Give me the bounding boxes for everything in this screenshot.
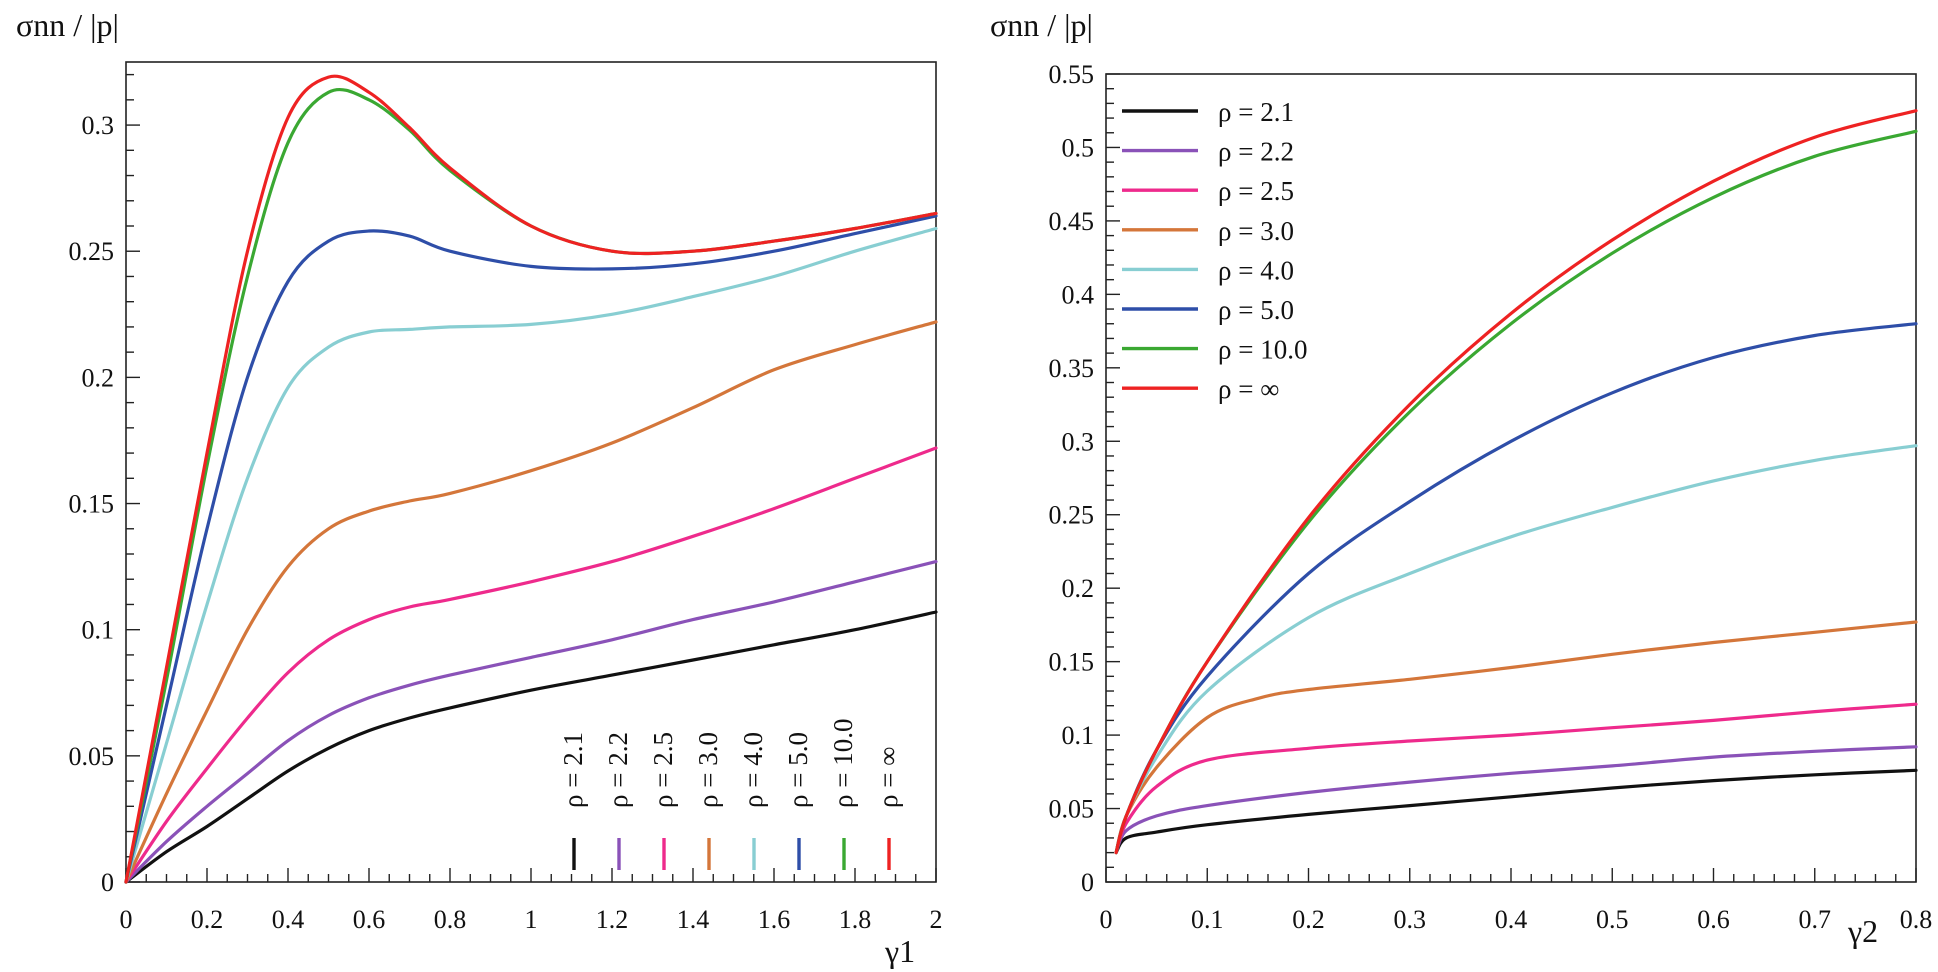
right-y-tick-label: 0.05 (1049, 795, 1095, 824)
right-y-tick-label: 0.25 (1049, 501, 1095, 530)
left-x-tick-label: 2 (930, 905, 943, 934)
left-chart-panel: 0 0.2 0.4 0.6 0.8 1 1.2 1.4 1.6 1.8 2 0 0.05 0.1 0.15 0… (16, 7, 943, 969)
left-y-axis-title: σnn / |p| (16, 7, 119, 43)
left-legend-label-5: ρ = 5.0 (783, 732, 813, 808)
right-y-tick-label: 0.4 (1062, 280, 1095, 309)
right-y-axis-title: σnn / |p| (990, 7, 1093, 43)
left-series-line-0 (124, 610, 938, 884)
left-y-tick-label: 0 (101, 868, 114, 897)
left-x-tick-label: 1.2 (596, 905, 629, 934)
right-y-tick-label: 0.5 (1062, 133, 1095, 162)
right-series-line-0 (1114, 768, 1918, 855)
left-series-line-2 (124, 446, 938, 884)
left-y-tick-label: 0.2 (82, 363, 115, 392)
left-y-tick-label: 0.1 (82, 616, 115, 645)
right-y-tick-label: 0.15 (1049, 648, 1095, 677)
right-x-tick-label: 0.3 (1394, 905, 1427, 934)
left-x-tick-label: 1.8 (839, 905, 872, 934)
right-x-tick-label: 0.2 (1292, 905, 1325, 934)
left-x-tick-label: 1.6 (758, 905, 791, 934)
right-x-tick-label: 0.8 (1900, 905, 1933, 934)
right-x-tick-label: 0.6 (1697, 905, 1730, 934)
right-legend-label-4: ρ = 4.0 (1218, 255, 1294, 285)
right-series-line-4 (1114, 444, 1918, 855)
right-legend-label-5: ρ = 5.0 (1218, 295, 1294, 325)
left-x-tick-label: 1 (525, 905, 538, 934)
left-x-tick-label: 0.4 (272, 905, 305, 934)
right-y-tick-label: 0.2 (1062, 574, 1095, 603)
right-legend-label-7: ρ = ∞ (1218, 374, 1279, 404)
right-series-line-1 (1114, 745, 1918, 855)
left-x-tick-label: 0.8 (434, 905, 467, 934)
right-legend-label-3: ρ = 3.0 (1218, 216, 1294, 246)
left-y-tick-label: 0.15 (69, 490, 115, 519)
left-legend-label-6: ρ = 10.0 (828, 719, 858, 808)
left-x-axis-title: γ1 (884, 933, 915, 969)
left-x-tick-label: 0.6 (353, 905, 386, 934)
right-series-line-2 (1114, 702, 1918, 855)
right-legend-label-0: ρ = 2.1 (1218, 97, 1294, 127)
right-chart-panel: 0 0.1 0.2 0.3 0.4 0.5 0.6 0.7 0.8 0 0.05 0.1 0.15 0.2… (990, 7, 1932, 949)
right-axis-ticks: 0 0.1 0.2 0.3 0.4 0.5 0.6 0.7 0.8 0 0.05 0.1 0.15 0.2… (1049, 60, 1933, 934)
left-legend-label-2: ρ = 2.5 (648, 732, 678, 808)
left-y-tick-label: 0.05 (69, 742, 115, 771)
right-x-tick-label: 0.5 (1596, 905, 1629, 934)
left-series-line-5 (124, 214, 938, 884)
left-y-axis-title-text: σnn / |p| (16, 7, 119, 43)
left-x-tick-label: 0 (120, 905, 133, 934)
left-series-lines (124, 74, 938, 884)
left-series-line-7 (124, 74, 938, 884)
left-legend-label-0: ρ = 2.1 (558, 732, 588, 808)
right-legend-label-1: ρ = 2.2 (1218, 137, 1294, 167)
left-x-tick-label: 1.4 (677, 905, 710, 934)
right-legend: ρ = 2.1 ρ = 2.2 ρ = 2.5 ρ = 3.0 ρ = 4.0 ρ = 5… (1122, 97, 1307, 404)
right-y-tick-label: 0.35 (1049, 354, 1095, 383)
right-y-tick-label: 0.45 (1049, 207, 1095, 236)
left-x-tick-label: 0.2 (191, 905, 224, 934)
right-legend-label-6: ρ = 10.0 (1218, 335, 1307, 365)
left-series-line-4 (124, 226, 938, 884)
right-y-axis-title-text: σnn / |p| (990, 7, 1093, 43)
left-y-tick-label: 0.25 (69, 237, 115, 266)
right-x-tick-label: 0.7 (1799, 905, 1832, 934)
right-x-tick-label: 0.4 (1495, 905, 1528, 934)
right-series-lines (1114, 109, 1918, 855)
right-legend-label-2: ρ = 2.5 (1218, 176, 1294, 206)
right-y-tick-label: 0.3 (1062, 427, 1095, 456)
right-series-line-7 (1114, 109, 1918, 855)
right-x-tick-label: 0.1 (1191, 905, 1224, 934)
left-series-line-3 (124, 320, 938, 884)
right-x-axis-title: γ2 (1847, 913, 1878, 949)
left-legend-label-7: ρ = ∞ (873, 747, 903, 808)
left-legend-label-1: ρ = 2.2 (603, 732, 633, 808)
right-y-tick-label: 0.1 (1062, 721, 1095, 750)
left-legend-label-3: ρ = 3.0 (693, 732, 723, 808)
right-x-tick-label: 0 (1100, 905, 1113, 934)
left-series-line-1 (124, 560, 938, 884)
left-series-line-6 (124, 87, 938, 884)
left-legend-label-4: ρ = 4.0 (738, 732, 768, 808)
right-y-tick-label: 0 (1081, 868, 1094, 897)
right-series-line-3 (1114, 620, 1918, 855)
right-y-tick-label: 0.55 (1049, 60, 1095, 89)
left-legend: ρ = 2.1 ρ = 2.2 ρ = 2.5 ρ = 3.0 ρ = 4.0 ρ = 5… (558, 719, 903, 870)
left-axis-ticks: 0 0.2 0.4 0.6 0.8 1 1.2 1.4 1.6 1.8 2 0 0.05 0.1 0.15 0… (69, 73, 943, 934)
left-y-tick-label: 0.3 (82, 111, 115, 140)
